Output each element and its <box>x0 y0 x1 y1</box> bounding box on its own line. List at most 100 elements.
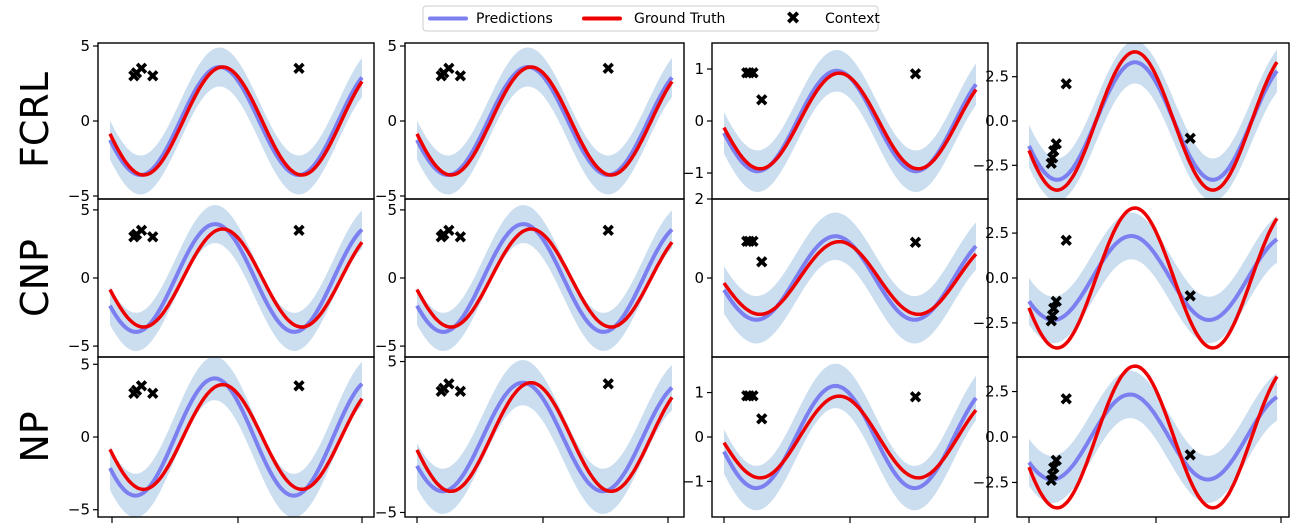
context-point: ✖ <box>908 65 922 85</box>
subplot-cnp-2: ✖✖✖✖ ✖−505 <box>375 198 685 358</box>
predictions-line <box>415 222 674 334</box>
predictions-line <box>1027 60 1279 182</box>
context-point: ✖ <box>742 387 756 407</box>
ground-truth-line <box>722 71 978 171</box>
subplot-cnp-3: ✖✖✖✖✖02 <box>694 190 989 358</box>
uncertainty-band <box>110 205 362 351</box>
y-tick-label: 0.0 <box>985 112 1009 130</box>
legend-context-marker: ✖ <box>785 8 800 29</box>
context-point: ✖ <box>1059 75 1073 95</box>
context-point: ✖ <box>601 221 615 241</box>
legend-ground-truth-label: Ground Truth <box>634 11 725 27</box>
context-point: ✖ <box>1183 446 1197 466</box>
predictions-line <box>108 376 364 498</box>
y-tick-label: −5 <box>375 503 397 521</box>
context-point: ✖ <box>134 377 148 397</box>
context-point: ✖ <box>146 384 160 404</box>
predictions-line <box>415 64 674 178</box>
legend-context-label: Context <box>825 11 880 27</box>
uncertainty-band <box>417 205 672 351</box>
context-point: ✖ <box>434 383 448 403</box>
y-tick-label: 5 <box>80 355 90 373</box>
predictions-line <box>1027 392 1279 482</box>
y-tick-label: 5 <box>80 201 90 219</box>
context-point: ✖ <box>453 228 467 248</box>
y-tick-label: −5 <box>375 337 397 355</box>
context-point: ✖ <box>1044 312 1058 332</box>
ground-truth-line <box>1027 364 1279 510</box>
y-tick-label: 0 <box>387 112 397 130</box>
uncertainty-band <box>1029 43 1277 199</box>
y-tick-label: 1 <box>694 384 704 402</box>
y-tick-label: 0 <box>694 112 704 130</box>
y-tick-label: 2.5 <box>985 383 1009 401</box>
context-point: ✖ <box>755 410 769 430</box>
context-point: ✖ <box>437 64 451 84</box>
uncertainty-band <box>110 47 362 195</box>
y-tick-label: −5 <box>68 337 90 355</box>
uncertainty-band <box>1029 370 1277 504</box>
subplot-np-4: ✖✖✖✖✖✖−2.50.02.5 <box>973 356 1290 523</box>
y-tick-label: 1 <box>694 60 704 78</box>
subplot-np-2: ✖✖✖✖ ✖−55 <box>375 353 685 523</box>
context-point: ✖ <box>740 233 754 253</box>
subplot-np-1: ✖✖✖✖ ✖−505 <box>68 355 375 523</box>
y-tick-label: −1 <box>682 472 704 490</box>
context-point: ✖ <box>292 221 306 241</box>
context-point: ✖ <box>129 64 143 84</box>
y-tick-label: 0 <box>694 428 704 446</box>
ground-truth-line <box>415 380 674 494</box>
context-point: ✖ <box>453 67 467 87</box>
y-tick-label: 0.0 <box>985 269 1009 287</box>
context-point: ✖ <box>127 384 141 404</box>
y-tick-label: 5 <box>387 353 397 371</box>
y-tick-label: −5 <box>68 501 90 519</box>
y-tick-label: 5 <box>80 37 90 55</box>
context-point: ✖ <box>1059 231 1073 251</box>
context-point: ✖ <box>127 228 141 248</box>
ground-truth-line <box>108 227 364 329</box>
legend-frame <box>422 5 879 32</box>
row-label-fcrl: FCRL <box>13 72 57 168</box>
subplot-np-3: ✖✖✖✖✖−101 <box>682 356 989 523</box>
ground-truth-line <box>415 65 674 177</box>
subplot-fcrl-4: ✖✖✖✖✖✖−2.50.02.5 <box>973 42 1290 200</box>
predictions-line <box>415 380 674 494</box>
uncertainty-band <box>724 363 976 511</box>
context-point: ✖ <box>434 67 448 87</box>
row-label-cnp: CNP <box>13 239 57 317</box>
predictions-line <box>108 222 364 334</box>
context-point: ✖ <box>740 387 754 407</box>
context-point: ✖ <box>127 67 141 87</box>
predictions-line <box>108 64 364 178</box>
ground-truth-line <box>108 382 364 492</box>
uncertainty-band <box>724 212 976 344</box>
y-tick-label: −1 <box>682 164 704 182</box>
y-tick-label: 5 <box>387 201 397 219</box>
context-point: ✖ <box>1045 149 1059 169</box>
row-label-np: NP <box>13 411 57 462</box>
context-point: ✖ <box>1045 466 1059 486</box>
context-point: ✖ <box>146 67 160 87</box>
context-point: ✖ <box>134 60 148 80</box>
context-point: ✖ <box>1059 390 1073 410</box>
ground-truth-line <box>722 239 978 317</box>
context-point: ✖ <box>1047 142 1061 162</box>
ground-truth-line <box>722 394 978 480</box>
y-tick-label: −5 <box>68 187 90 205</box>
uncertainty-band <box>1029 212 1277 344</box>
ground-truth-line <box>1027 206 1279 350</box>
y-tick-label: −5 <box>375 187 397 205</box>
ground-truth-line <box>1027 50 1279 192</box>
y-tick-label: −2.5 <box>973 314 1009 332</box>
context-point: ✖ <box>1049 452 1063 472</box>
uncertainty-band <box>724 50 976 192</box>
context-point: ✖ <box>601 60 615 80</box>
y-tick-label: 0 <box>694 269 704 287</box>
context-point: ✖ <box>442 375 456 395</box>
context-point: ✖ <box>1049 135 1063 155</box>
y-tick-label: −2.5 <box>973 473 1009 491</box>
context-point: ✖ <box>746 387 760 407</box>
row-labels: FCRL CNP NP <box>13 72 57 463</box>
